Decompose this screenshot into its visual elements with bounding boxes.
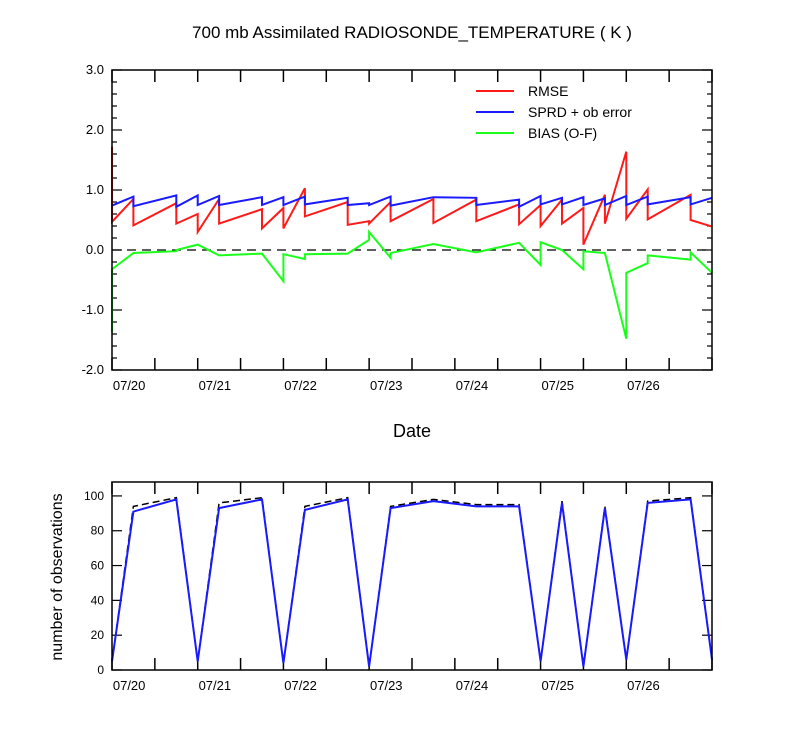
legend-label-rmse: RMSE: [528, 83, 568, 99]
top-y-tick-label: 2.0: [86, 122, 104, 137]
bottom-x-tick-label: 07/23: [370, 678, 403, 693]
bottom-y-tick-label: 20: [91, 628, 105, 642]
bottom-plot-frame: [111, 481, 713, 671]
bottom-y-tick-label: 60: [91, 559, 105, 573]
bottom-y-tick-label: 40: [91, 593, 105, 607]
top-series-rmse: [111, 146, 713, 245]
bottom-x-tick-label: 07/21: [199, 678, 232, 693]
bottom-x-tick-label: 07/24: [456, 678, 489, 693]
bottom-x-tick-label: 07/26: [627, 678, 660, 693]
bottom-x-tick-label: 07/20: [113, 678, 146, 693]
top-x-tick-label: 07/22: [284, 378, 317, 393]
top-series-sprd-ob-error: [111, 193, 713, 209]
top-y-tick-label: 1.0: [86, 182, 104, 197]
top-y-tick-label: -1.0: [82, 302, 104, 317]
plot-top: 3.0 2.0 1.0 0.0 -1.0 -2.0 07/20 07/21 07/22 07/23…: [82, 62, 713, 393]
legend-label-sprd-ob-error: SPRD + ob error: [528, 104, 632, 120]
top-x-tick-label: 07/23: [370, 378, 403, 393]
bottom-x-tick-label: 07/22: [284, 678, 317, 693]
top-y-tick-label: 3.0: [86, 62, 104, 77]
bottom-series-assimilated-observations: [111, 498, 713, 667]
plot-bottom: 0 20 40 60 80 100 07/20 07/21 07/22 07/23 07/24 07/…: [84, 481, 713, 693]
top-x-tick-label: 07/26: [627, 378, 660, 393]
top-y-tick-label: -2.0: [82, 362, 104, 377]
top-y-tick-label: 0.0: [86, 242, 104, 257]
top-series-bias-o-f: [111, 229, 713, 340]
x-axis-label-top: Date: [393, 421, 431, 441]
bottom-y-tick-label: 100: [84, 489, 104, 503]
top-plot-frame: [111, 69, 713, 371]
y-axis-label-bottom: number of observations: [49, 493, 66, 660]
top-x-tick-label: 07/24: [456, 378, 489, 393]
bottom-y-tick-label: 0: [97, 663, 104, 677]
top-x-tick-label: 07/20: [113, 378, 146, 393]
bottom-y-tick-label: 80: [91, 524, 105, 538]
chart-title: 700 mb Assimilated RADIOSONDE_TEMPERATUR…: [192, 23, 632, 42]
legend-label-bias-o-f: BIAS (O-F): [528, 125, 597, 141]
bottom-x-tick-label: 07/25: [541, 678, 574, 693]
top-x-tick-label: 07/21: [199, 378, 232, 393]
top-x-tick-label: 07/25: [541, 378, 574, 393]
bottom-series-possible-observations: [111, 496, 713, 667]
